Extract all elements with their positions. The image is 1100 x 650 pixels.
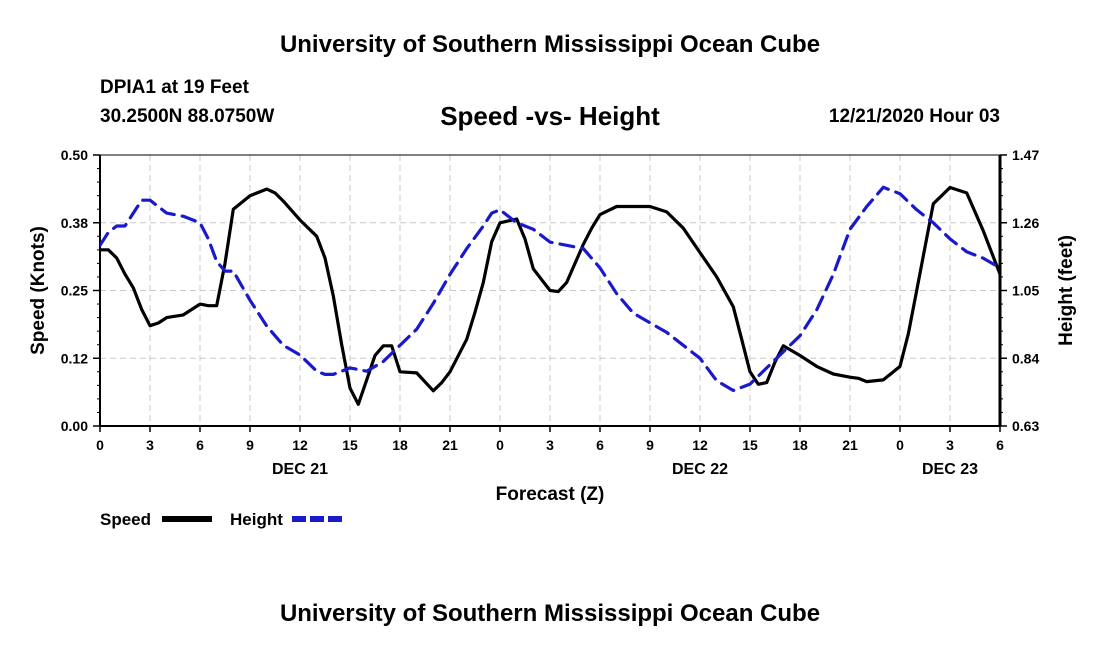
x-tick-label: 18 xyxy=(792,437,808,453)
x-tick-label: 21 xyxy=(842,437,858,453)
x-tick-label: 18 xyxy=(392,437,408,453)
station-coordinates: 30.2500N 88.0750W xyxy=(100,106,275,127)
forecast-date-hour: 12/21/2020 Hour 03 xyxy=(828,106,1000,127)
y-tick-label: 0.12 xyxy=(61,350,88,366)
day-label: DEC 21 xyxy=(272,461,328,478)
y2-axis-title: Height (feet) xyxy=(1056,235,1077,346)
x-tick-label: 0 xyxy=(496,437,504,453)
y2-tick-label: 0.63 xyxy=(1012,418,1039,434)
x-tick-label: 21 xyxy=(442,437,458,453)
y-axis-title: Speed (Knots) xyxy=(28,226,49,355)
height-series-line xyxy=(100,185,1000,393)
y2-tick-label: 1.05 xyxy=(1012,283,1039,299)
x-tick-label: 12 xyxy=(292,437,308,453)
x-tick-label: 3 xyxy=(946,437,954,453)
x-tick-label: 6 xyxy=(196,437,204,453)
legend-height-label: Height xyxy=(230,510,283,529)
y-tick-label: 0.38 xyxy=(61,215,88,231)
footer-title: University of Southern Mississippi Ocean… xyxy=(279,600,821,627)
x-tick-label: 0 xyxy=(896,437,904,453)
x-tick-label: 15 xyxy=(342,437,358,453)
page-title: University of Southern Mississippi Ocean… xyxy=(279,31,821,58)
y-tick-label: 0.00 xyxy=(61,418,88,434)
y-tick-label: 0.25 xyxy=(61,283,88,299)
x-tick-label: 0 xyxy=(96,437,104,453)
x-tick-label: 6 xyxy=(596,437,604,453)
y2-tick-label: 1.26 xyxy=(1012,215,1039,231)
day-label: DEC 23 xyxy=(922,461,978,478)
chart-title: Speed -vs- Height xyxy=(440,101,660,131)
day-label: DEC 22 xyxy=(672,461,728,478)
y2-tick-label: 1.47 xyxy=(1012,147,1039,163)
station-name: DPIA1 at 19 Feet xyxy=(100,77,249,98)
y2-tick-label: 0.84 xyxy=(1012,350,1039,366)
x-tick-label: 9 xyxy=(646,437,654,453)
legend-speed-label: Speed xyxy=(100,510,151,529)
x-tick-label: 12 xyxy=(692,437,708,453)
x-tick-label: 6 xyxy=(996,437,1004,453)
x-tick-label: 15 xyxy=(742,437,758,453)
speed-series-line xyxy=(100,185,1000,406)
x-tick-label: 9 xyxy=(246,437,254,453)
x-axis-title: Forecast (Z) xyxy=(496,484,605,505)
x-tick-label: 3 xyxy=(546,437,554,453)
y-tick-label: 0.50 xyxy=(61,147,88,163)
x-tick-label: 3 xyxy=(146,437,154,453)
